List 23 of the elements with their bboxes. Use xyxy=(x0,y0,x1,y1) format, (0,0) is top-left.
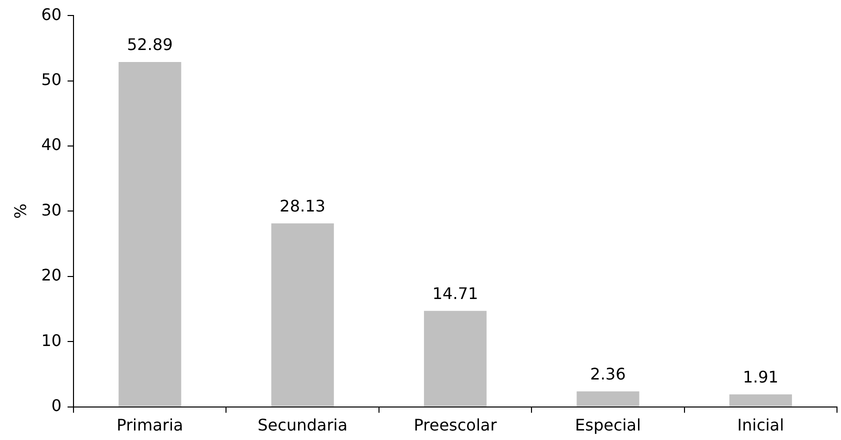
bar xyxy=(424,310,487,406)
y-tick-label: 60 xyxy=(41,4,62,24)
bar xyxy=(118,62,182,406)
y-tick-label: 30 xyxy=(41,200,62,220)
x-tick-label: Inicial xyxy=(737,416,784,435)
x-tick-label: Secundaria xyxy=(258,416,348,435)
data-label: 28.13 xyxy=(280,196,326,216)
y-tick-label: 20 xyxy=(41,266,62,285)
y-axis-title: % xyxy=(10,204,30,219)
bar xyxy=(271,223,334,406)
bar xyxy=(576,391,640,406)
data-label: 52.89 xyxy=(126,35,173,54)
data-label: 14.71 xyxy=(432,284,478,304)
bar xyxy=(729,394,792,406)
x-tick-label: Preescolar xyxy=(414,416,498,435)
y-tick-label: 0 xyxy=(51,396,62,415)
y-tick-label: 40 xyxy=(41,135,62,154)
y-tick-label: 10 xyxy=(41,330,62,350)
x-tick-label: Primaria xyxy=(116,416,184,435)
y-tick-label: 50 xyxy=(41,70,62,89)
data-label: 2.36 xyxy=(590,364,626,384)
data-label: 1.91 xyxy=(742,368,778,387)
x-tick-label: Especial xyxy=(575,416,641,435)
